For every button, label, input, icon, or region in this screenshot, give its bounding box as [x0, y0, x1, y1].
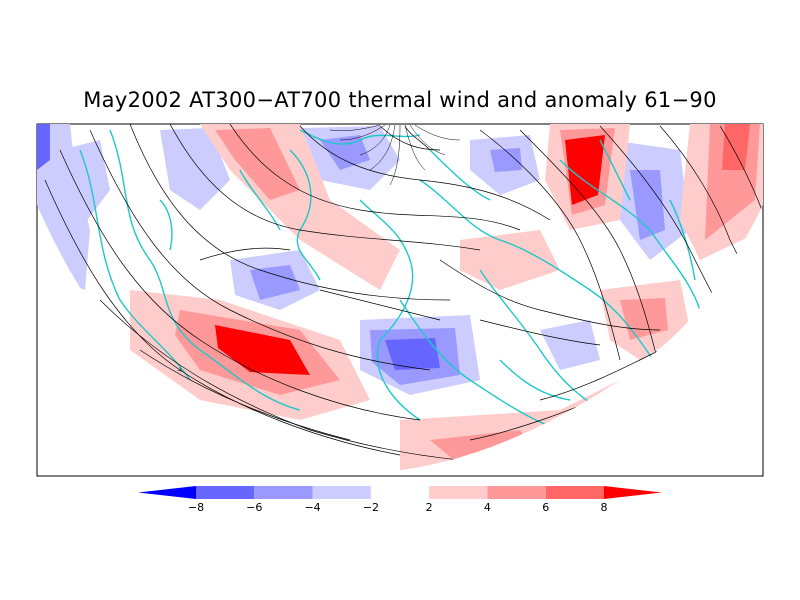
- neg-anomaly-atlantic-core: [385, 338, 440, 370]
- colorbar-tick-label: −6: [246, 501, 263, 514]
- colorbar-swatch: [196, 486, 255, 499]
- pos-anomaly-east-core: [722, 124, 750, 170]
- pos-anomaly-band-1b: [215, 128, 300, 200]
- colorbar-left-arrow: [138, 486, 196, 499]
- colorbar-swatch: [312, 486, 371, 499]
- colorbar-tick-label: 2: [425, 501, 433, 514]
- colorbar-tick-label: −8: [187, 501, 205, 514]
- anomaly-shading: [37, 124, 763, 470]
- colorbar-right-arrow: [604, 486, 662, 499]
- colorbar-tick-label: 4: [483, 501, 491, 514]
- pos-anomaly-europe: [460, 230, 560, 290]
- pos-anomaly-pacific-core: [215, 325, 310, 375]
- coastlines: [79, 129, 701, 431]
- polar-streamlines: [329, 124, 461, 186]
- neg-anomaly-europe: [540, 320, 600, 370]
- colorbar: [138, 486, 662, 499]
- colorbar-tick-label: −4: [304, 501, 321, 514]
- colorbar-swatch: [370, 486, 430, 499]
- neg-anomaly-corner: [37, 124, 50, 170]
- colorbar-tick-label: 6: [542, 501, 550, 514]
- colorbar-swatch: [429, 486, 488, 499]
- neg-anomaly-north-1: [160, 128, 230, 210]
- colorbar-swatch: [254, 486, 313, 499]
- colorbar-swatch: [545, 486, 604, 499]
- chart-title: May2002 AT300−AT700 thermal wind and ano…: [83, 88, 717, 112]
- neg-anomaly-asia-core: [630, 170, 665, 240]
- colorbar-tick-label: −2: [362, 501, 379, 514]
- colorbar-swatch: [487, 486, 546, 499]
- neg-anomaly-pacific: [60, 140, 110, 230]
- colorbar-tick-label: 8: [600, 501, 608, 514]
- neg-anomaly-npole-core: [490, 148, 522, 172]
- neg-anomaly-canada-core: [250, 265, 300, 300]
